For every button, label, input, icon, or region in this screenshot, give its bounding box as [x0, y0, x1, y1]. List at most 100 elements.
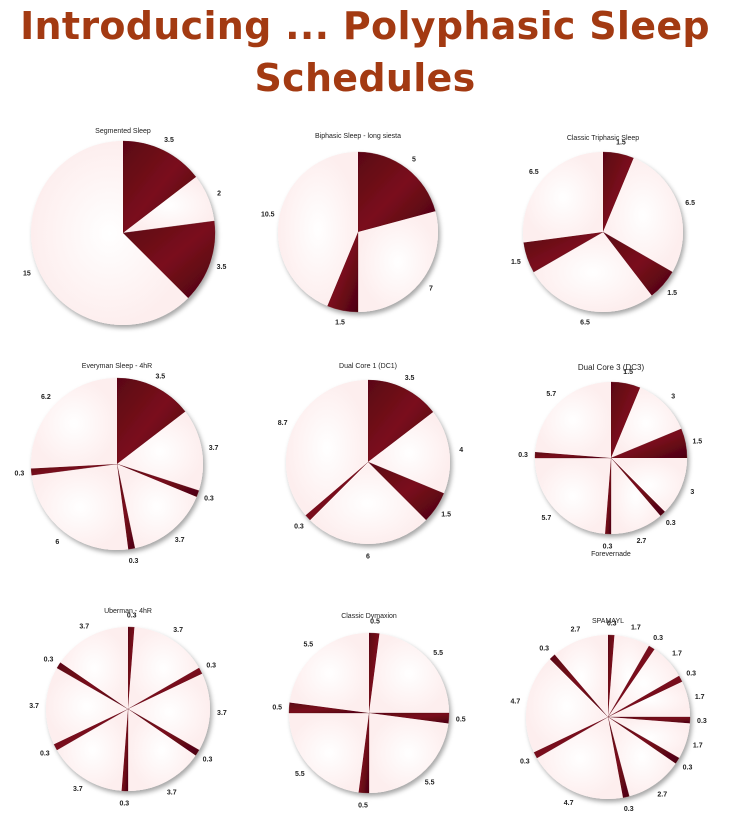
slice-label: 0.3	[294, 523, 304, 530]
chart-title: Classic Triphasic Sleep	[567, 135, 639, 142]
chart-title: Uberman - 4hR	[104, 608, 152, 615]
slice-label: 6.5	[580, 320, 590, 327]
slice-label: 1.7	[631, 625, 641, 632]
slice-label: 5.7	[542, 515, 552, 522]
slice-label: 10.5	[261, 212, 275, 219]
pie-slice-awake	[46, 668, 128, 745]
slice-label: 5.5	[425, 780, 435, 787]
slice-label: 3.7	[167, 790, 177, 797]
chart-title: Dual Core 1 (DC1)	[339, 363, 397, 370]
slice-label: 0.5	[272, 704, 282, 711]
pie-slice-sleep	[122, 140, 197, 234]
page-title: Introducing ... Polyphasic Sleep Schedul…	[20, 4, 710, 100]
slice-label: 5.5	[295, 771, 305, 778]
pie-slice-awake	[310, 462, 426, 544]
pie-slice-sleep	[327, 231, 359, 313]
slice-label: 2	[217, 191, 221, 198]
pie-slice-sleep	[607, 634, 615, 718]
pie-svg: Dual Core 3 (DC3)1.531.530.32.70.35.70.3…	[518, 363, 702, 558]
slice-label: 0.3	[40, 750, 50, 757]
slice-label: 0.3	[119, 800, 129, 807]
chart-everyman-sleep: Everyman Sleep - 4hR 3.5 3.7 0.3 3.7 0.3 6 0.3 6…	[15, 360, 230, 565]
pie-slice-sleep	[127, 708, 200, 756]
slice-label: 0.3	[603, 543, 613, 550]
pie-slice-sleep	[607, 716, 630, 798]
pie-slice-sleep	[127, 667, 203, 710]
slice-label: 6.2	[41, 394, 51, 401]
pie-slice-sleep	[602, 151, 634, 233]
slice-label: 0.3	[127, 613, 137, 620]
pie-slice-awake	[30, 141, 189, 325]
pie-slice-sleep	[122, 220, 216, 299]
slice-label: 3	[690, 489, 694, 496]
slice-label: 0.3	[607, 621, 617, 628]
chart-classic-triphasic-sleep: Classic Triphasic Sleep 1.5 6.5 1.5 6.5 1.5 6.…	[510, 130, 720, 330]
pie-slice-sleep	[357, 151, 436, 233]
pie-slice-sleep	[358, 712, 370, 794]
pie-slice-awake	[277, 152, 358, 306]
pie-slice-awake	[286, 380, 368, 516]
slice-label: 4	[459, 447, 463, 454]
slice-label: 6	[366, 554, 370, 561]
pie-slice-awake	[611, 458, 687, 512]
slice-label: 0.3	[697, 718, 707, 725]
chart-title: Segmented Sleep	[95, 128, 151, 135]
slice-label: 0.3	[683, 765, 693, 772]
slice-label: 0.3	[539, 645, 549, 652]
pie-slice-sleep	[53, 708, 129, 751]
chart-note: Forevernade	[591, 551, 631, 558]
pie-slice-sleep	[30, 463, 118, 476]
pie-slice-awake	[535, 382, 611, 458]
slice-label: 1.5	[511, 259, 521, 266]
slice-label: 0.5	[456, 717, 466, 724]
pie-slice-sleep	[368, 632, 380, 714]
slice-label: 3.7	[209, 445, 219, 452]
slice-label: 8.7	[278, 420, 288, 427]
slice-label: 0.3	[206, 663, 216, 670]
pie-slice-awake	[369, 713, 449, 793]
pie-slice-sleep	[604, 457, 612, 535]
pie-slice-sleep	[367, 379, 434, 463]
pie-slice-awake	[368, 412, 450, 494]
pie-slice-sleep	[367, 461, 444, 521]
slice-label: 0.3	[15, 470, 25, 477]
pie-slice-sleep	[610, 428, 688, 459]
pie-slice-sleep	[533, 716, 609, 759]
chart-dual-core-3: Dual Core 3 (DC3) 1.5 3 1.5 3 0.3 2.7 0.3 5.7 0.3…	[515, 360, 725, 565]
pie-slice-sleep	[607, 716, 680, 764]
pie-slice-awake	[30, 378, 117, 469]
slice-label: 1.5	[623, 369, 633, 376]
slice-label: 6	[55, 539, 59, 546]
pie-slice-sleep	[116, 377, 186, 465]
pie-slice-awake	[117, 464, 197, 549]
chart-uberman: Uberman - 4hR 0.3 3.7 0.3 3.7 0.3 3.7 0.3 3.7 0.3…	[29, 605, 240, 807]
pie-slice-sleep	[607, 716, 691, 724]
slice-label: 3.7	[29, 703, 39, 710]
slice-label: 1.5	[667, 290, 677, 297]
pie-slice-awake	[611, 387, 682, 458]
chart-biphasic-sleep: Biphasic Sleep - long siesta 5 7 1.5 10.5	[260, 130, 470, 330]
slice-label: 4.7	[564, 800, 574, 807]
chart-dual-core-1: Dual Core 1 (DC1) 3.5 4 1.5 6 0.3 8.7	[270, 360, 480, 561]
slice-label: 0.3	[203, 757, 213, 764]
chart-segmented-sleep: Segmented Sleep 3.5 2 3.5 15	[20, 125, 230, 330]
pie-slice-sleep	[305, 461, 369, 521]
pie-slice-sleep	[116, 463, 136, 550]
pie-slice-awake	[358, 211, 438, 312]
chart-classic-dymaxion: Classic Dymaxion 0.5 5.5 0.5 5.5 0.5 5.5 0.5 5.5	[270, 610, 480, 810]
pie-slice-sleep	[610, 457, 665, 517]
chart-title: Classic Dymaxion	[341, 613, 397, 620]
slice-label: 5.5	[433, 650, 443, 657]
pie-slice-awake	[526, 659, 608, 753]
pie-svg: Biphasic Sleep - long siesta 5 7 1.5 10.5	[261, 133, 438, 327]
pie-slice-awake	[523, 152, 603, 243]
pie-slice-awake	[289, 713, 369, 793]
slice-label: 2.7	[637, 538, 647, 545]
slice-label: 4.7	[510, 699, 520, 706]
slice-label: 15	[23, 270, 31, 277]
chart-spamayl: SPAMAYL 0.3 1.7 0.3 1.7 0.3 1.7 0.3 1.7 0.3 2.7 0.3…	[510, 615, 720, 815]
slice-label: 5.5	[303, 641, 313, 648]
slice-label: 3	[671, 393, 675, 400]
slice-label: 0.5	[358, 802, 368, 809]
